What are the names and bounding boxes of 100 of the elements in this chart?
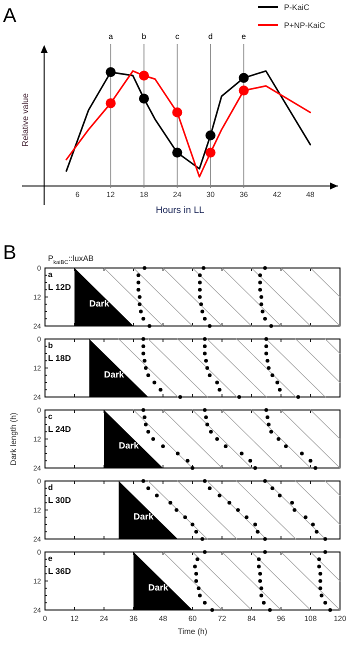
point [314,466,318,470]
point [256,557,261,562]
chart-subtitle: P$_{kaiBC}$::luxAB [48,254,94,266]
point [238,72,249,83]
point [141,316,146,321]
y-axis-title: Dark length (h) [9,412,18,466]
ref-line-label: c [175,32,180,41]
point [266,422,271,426]
point [318,579,322,583]
point [202,550,207,554]
point [198,295,202,299]
point [205,422,210,426]
point [264,337,268,341]
point [266,366,271,370]
point [323,600,328,605]
point [300,452,304,456]
point [258,273,262,278]
point [198,280,202,284]
point [304,515,308,520]
point [328,608,332,612]
point [202,600,207,605]
point [172,107,182,118]
point [142,358,146,363]
point [202,408,207,412]
legend-label: P-KaiC [284,3,310,12]
point [202,316,207,321]
point [263,479,267,483]
point [311,522,315,526]
point [196,557,200,562]
point [256,530,260,534]
annotation: L 30D [48,495,71,505]
point [253,522,258,526]
point [146,373,150,378]
point [151,437,156,441]
point [194,530,198,534]
point [158,388,162,392]
series-label: Dark [89,298,110,308]
point [161,444,165,448]
point [263,316,267,321]
point [144,366,148,370]
point [194,572,198,576]
point [259,586,264,590]
point [106,67,116,78]
point [263,266,267,270]
point [284,444,288,448]
point [323,537,328,541]
point [263,550,267,554]
point [174,508,178,512]
point [238,86,249,96]
point [218,388,222,392]
point [141,479,146,483]
point [290,500,294,505]
point [317,564,322,568]
point [278,494,282,498]
point [227,500,232,505]
point [202,352,207,356]
point [253,466,258,470]
point [224,444,228,448]
point [202,344,207,348]
annotation: e [48,554,53,563]
annotation: L 12D [48,282,71,292]
point [269,324,274,328]
point [142,266,146,270]
x-axis-title: Time (h) [178,627,208,636]
point [200,310,204,314]
point [202,479,207,483]
point [138,295,142,299]
point [209,430,213,434]
point [144,422,148,426]
point [186,458,190,463]
legend-label: P+NP-KaiC [284,21,326,30]
point [148,324,152,328]
x-axis-title: Hours in LL [156,205,204,216]
point [198,273,202,278]
point [204,358,208,363]
point [259,295,264,299]
point [256,564,261,568]
annotation: c [48,412,53,421]
point [146,486,150,490]
point [318,586,322,590]
point [275,380,280,384]
chart-title: A [3,5,17,27]
point [141,408,146,412]
series-label: Dark [118,440,140,450]
point [198,288,202,292]
point [146,430,150,434]
point [152,380,156,384]
point [292,508,296,512]
point [208,486,212,490]
y-axis-title: Relative value [20,93,30,147]
point [276,437,280,441]
point [141,352,146,356]
point [138,310,143,314]
point [172,148,182,158]
point [136,280,140,284]
point [176,452,180,456]
annotation: L 18D [48,353,71,363]
point [194,579,198,583]
ref-line-label: e [242,32,247,41]
point [141,344,146,348]
